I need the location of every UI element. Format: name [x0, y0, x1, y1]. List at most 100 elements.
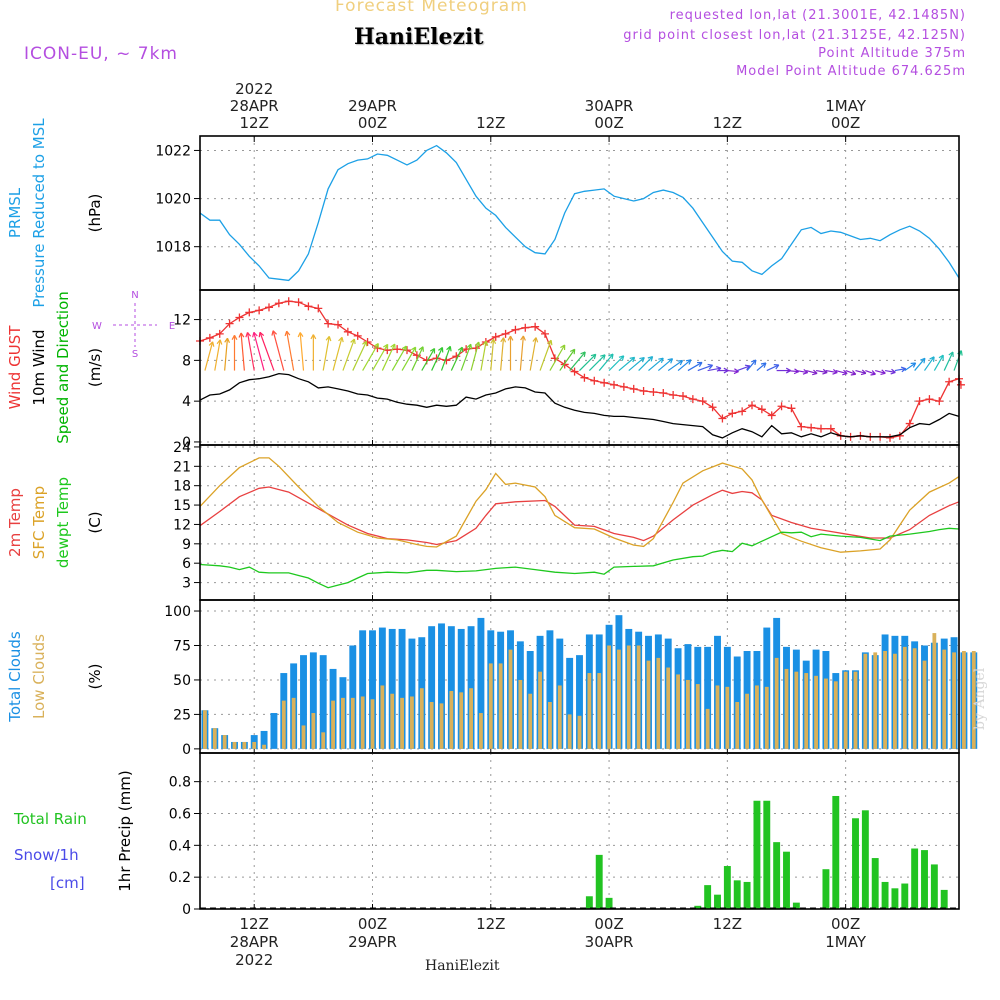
- wind-direction-arrow: [259, 332, 275, 371]
- wind-arrow-head: [438, 346, 444, 353]
- wind-direction-arrow: [286, 331, 295, 371]
- time-label-bottom: 00Z: [831, 915, 860, 933]
- wind-arrow-head: [733, 368, 739, 375]
- total-cloud-bar: [408, 638, 416, 749]
- wind-arrow-head: [647, 356, 654, 362]
- wind-direction-arrow: [815, 369, 828, 374]
- low-cloud-bar: [242, 741, 247, 749]
- gust-marker: [491, 332, 500, 341]
- gust-marker: [679, 392, 687, 401]
- wind-arrow-head: [373, 342, 379, 349]
- gust-marker: [255, 306, 264, 315]
- wind-direction-arrow: [707, 367, 722, 372]
- wind-arrow-head: [507, 335, 514, 341]
- y-tick-label: 0: [182, 902, 191, 918]
- wind-direction-arrow: [806, 369, 818, 375]
- low-cloud-bar: [212, 728, 217, 749]
- time-label-top: 2022: [235, 80, 273, 98]
- y-tick-label: 6: [182, 556, 191, 572]
- gust-marker: [511, 325, 520, 334]
- wind-arrow-head: [482, 340, 489, 346]
- gust-marker: [826, 424, 835, 433]
- low-cloud-bar: [873, 652, 878, 749]
- gust-marker: [718, 414, 727, 423]
- gust-marker: [659, 388, 668, 397]
- total-cloud-bar: [319, 655, 327, 749]
- gust-marker: [225, 319, 234, 328]
- gust-marker: [925, 395, 934, 404]
- wind-arrow-head: [401, 345, 407, 352]
- gust-marker: [757, 405, 766, 414]
- total-cloud-bar: [428, 626, 436, 749]
- wind-direction-arrow: [214, 339, 221, 371]
- low-cloud-bar: [479, 713, 483, 749]
- wind-arrow-head: [870, 370, 876, 376]
- y-tick-label: 0.8: [169, 775, 191, 791]
- wind-direction-arrow: [342, 338, 355, 371]
- wind-direction-arrow: [667, 360, 683, 372]
- low-cloud-bar: [528, 693, 533, 749]
- y-tick-label: 0.6: [169, 806, 191, 822]
- gust-marker: [688, 395, 697, 404]
- total-cloud-bar: [447, 626, 455, 749]
- y-tick-label: 8: [182, 353, 191, 369]
- low-cloud-bar: [281, 700, 286, 749]
- wind-arrow-head: [310, 334, 317, 340]
- wind-arrow-head: [832, 368, 838, 375]
- gust-marker: [284, 297, 293, 306]
- low-cloud-bar: [843, 671, 848, 749]
- axis-label: Wind GUST: [6, 325, 24, 410]
- time-label-bottom: 00Z: [594, 915, 623, 933]
- axis-label: (C): [86, 511, 104, 533]
- low-cloud-bar: [203, 710, 207, 749]
- wind-arrow-head: [760, 362, 767, 368]
- y-tick-label: 75: [173, 638, 191, 654]
- low-cloud-bar: [705, 708, 710, 749]
- low-cloud-bar: [410, 696, 414, 749]
- wind-arrow-head: [948, 351, 954, 358]
- low-cloud-bar: [755, 685, 759, 749]
- wind-arrow-head: [245, 332, 252, 338]
- low-cloud-bar: [932, 633, 937, 749]
- wind-direction-arrow: [322, 336, 330, 371]
- gust-marker: [935, 397, 944, 406]
- precip-legend: [cm]: [50, 874, 85, 892]
- gust-marker: [629, 384, 638, 393]
- wind-arrow-head: [410, 346, 417, 353]
- low-cloud-bar: [784, 668, 789, 749]
- gust-marker: [669, 391, 678, 400]
- low-cloud-bar: [942, 649, 947, 749]
- gust-marker: [521, 323, 530, 332]
- wind-direction-arrow: [608, 355, 625, 371]
- gust-marker: [531, 322, 540, 331]
- low-cloud-bar: [971, 651, 976, 749]
- axis-label: (m/s): [86, 348, 104, 387]
- low-cloud-bar: [548, 702, 552, 749]
- wind-arrow-head: [490, 338, 497, 344]
- axis-label: 10m Wind: [30, 329, 48, 405]
- low-cloud-bar: [557, 685, 562, 749]
- wind-arrow-head: [773, 364, 780, 370]
- precip-legend: Total Rain: [13, 810, 87, 828]
- time-label-top: 28APR: [230, 97, 279, 115]
- precip-bar: [773, 842, 781, 909]
- wind-arrow-head: [325, 335, 332, 342]
- low-cloud-bar: [676, 674, 680, 749]
- y-tick-label: 0.2: [169, 870, 191, 886]
- wind-arrow-head: [590, 353, 597, 360]
- wind-arrow-head: [208, 341, 215, 347]
- total-cloud-bar: [359, 630, 367, 749]
- low-cloud-bar: [587, 673, 592, 749]
- wind-arrow-head: [618, 355, 625, 361]
- wind-direction-arrow: [875, 369, 886, 374]
- low-cloud-bar: [626, 645, 631, 749]
- model-label: ICON-EU, ~ 7km: [24, 44, 178, 64]
- low-cloud-bar: [360, 696, 365, 749]
- y-tick-label: 0.4: [169, 838, 191, 854]
- wind-direction-arrow: [421, 348, 436, 371]
- axis-label: Speed and Direction: [54, 291, 72, 444]
- y-tick-label: 12: [173, 517, 191, 533]
- gust-marker: [274, 299, 283, 308]
- y-tick-label: 1020: [155, 192, 191, 208]
